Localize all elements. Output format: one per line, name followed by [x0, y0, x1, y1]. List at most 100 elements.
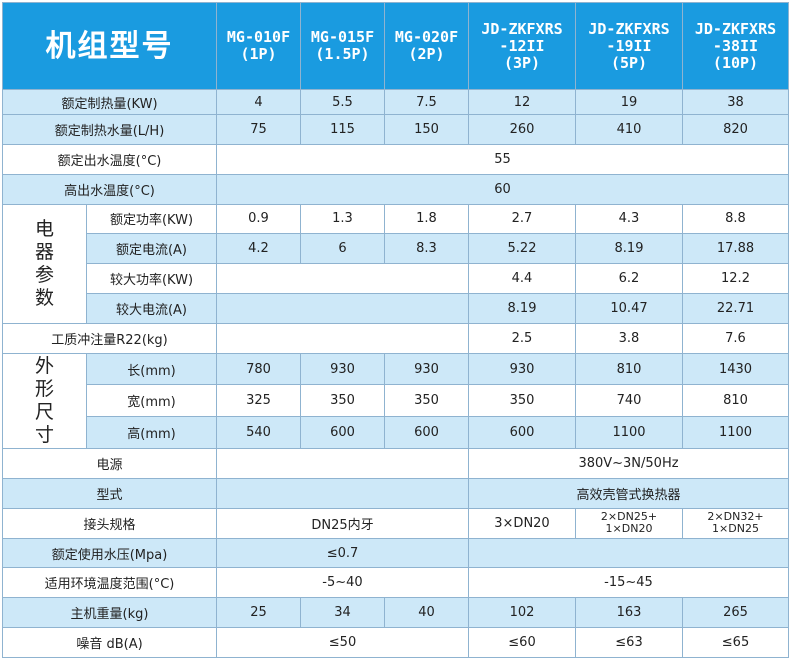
row-label: 额定制热水量(L/H)	[2, 114, 217, 145]
table-cell: 6.2	[575, 263, 683, 294]
table-cell: 1100	[682, 416, 789, 450]
table-cell: 4	[216, 89, 301, 116]
model-header: JD-ZKFXRS -19II (5P)	[575, 1, 683, 91]
row-label: 较大功率(KW)	[86, 263, 217, 294]
table-cell: 4.2	[216, 233, 301, 265]
row-label: 适用环境温度范围(°C)	[2, 567, 217, 599]
table-cell: 810	[575, 352, 683, 386]
table-cell: 1.3	[300, 203, 385, 235]
table-row: 工质冲注量R22(kg) 2.5 3.8 7.6	[2, 322, 789, 354]
table-row: 型式 高效壳管式换热器	[2, 478, 789, 509]
table-cell: 600	[468, 416, 576, 450]
table-cell: 2.7	[468, 203, 576, 235]
table-cell: 540	[216, 416, 301, 450]
table-cell: 325	[216, 384, 301, 418]
row-label: 型式	[2, 478, 217, 509]
table-row: 宽(mm) 325 350 350 350 740 810	[3, 384, 789, 418]
table-row: 适用环境温度范围(°C) -5~40 -15~45	[2, 567, 789, 599]
table-cell: 6	[300, 233, 385, 265]
table-cell: 930	[300, 352, 385, 386]
table-row: 额定制热水量(L/H) 75 115 150 260 410 820	[2, 114, 789, 145]
row-label: 额定出水温度(°C)	[2, 143, 217, 175]
table-cell: 600	[300, 416, 385, 450]
table-row: 额定电流(A) 4.2 6 8.3 5.22 8.19 17.88	[3, 233, 789, 265]
table-row: 额定出水温度(°C) 55	[2, 143, 789, 175]
table-row: 外形尺寸 长(mm) 780 930 930 930 810 1430	[2, 352, 789, 450]
row-label: 额定电流(A)	[86, 233, 217, 265]
table-cell-empty	[216, 292, 469, 324]
table-row: 较大功率(KW) 4.4 6.2 12.2	[3, 263, 789, 294]
table-cell-empty	[216, 263, 469, 294]
row-label: 高出水温度(°C)	[2, 173, 217, 205]
row-label: 宽(mm)	[86, 384, 217, 418]
table-cell: 810	[682, 384, 789, 418]
table-cell: 60	[216, 173, 789, 205]
row-label: 接头规格	[2, 507, 217, 539]
row-label: 较大电流(A)	[86, 292, 217, 324]
page-title: 机组型号	[2, 1, 217, 91]
model-header: JD-ZKFXRS -38II (10P)	[682, 1, 789, 91]
table-cell: 38	[682, 89, 789, 116]
table-cell: 22.71	[682, 292, 789, 324]
row-label: 高(mm)	[86, 416, 217, 450]
table-cell: 150	[384, 114, 469, 145]
table-cell: 350	[468, 384, 576, 418]
table-row: 额定使用水压(Mpa) ≤0.7	[2, 537, 789, 569]
table-cell: 2×DN25+ 1×DN20	[575, 507, 683, 539]
model-header: MG-010F (1P)	[216, 1, 301, 91]
header-row: 机组型号 MG-010F (1P) MG-015F (1.5P) MG-020F (2…	[2, 1, 789, 91]
table-cell: 350	[384, 384, 469, 418]
table-cell: 5.5	[300, 89, 385, 116]
table-row: 高出水温度(°C) 60	[2, 173, 789, 205]
row-label: 长(mm)	[86, 352, 217, 386]
table-row: 主机重量(kg) 25 34 40 102 163 265	[2, 597, 789, 629]
row-label: 噪音 dB(A)	[2, 627, 217, 658]
table-cell: 350	[300, 384, 385, 418]
table-cell: 7.5	[384, 89, 469, 116]
model-header: MG-015F (1.5P)	[300, 1, 385, 91]
table-cell: 930	[384, 352, 469, 386]
table-cell: 2.5	[468, 322, 576, 354]
table-cell: 25	[216, 597, 301, 629]
table-cell: 163	[575, 597, 683, 629]
table-cell: 740	[575, 384, 683, 418]
table-cell: 0.9	[216, 203, 301, 235]
table-cell: 3×DN20	[468, 507, 576, 539]
table-cell: 260	[468, 114, 576, 145]
table-cell: 8.19	[575, 233, 683, 265]
row-label: 工质冲注量R22(kg)	[2, 322, 217, 354]
table-cell: 10.47	[575, 292, 683, 324]
table-cell: 高效壳管式换热器	[468, 478, 789, 509]
table-row: 高(mm) 540 600 600 600 1100 1100	[3, 416, 789, 450]
row-label: 电源	[2, 448, 217, 479]
table-row: 电器参数 额定功率(KW) 0.9 1.3 1.8 2.7 4.3 8.8	[2, 203, 789, 324]
table-cell-empty	[468, 537, 789, 569]
row-label: 额定使用水压(Mpa)	[2, 537, 217, 569]
row-label: 主机重量(kg)	[2, 597, 217, 629]
table-cell: 380V~3N/50Hz	[468, 448, 789, 479]
table-cell: ≤63	[575, 627, 683, 658]
table-cell: 3.8	[575, 322, 683, 354]
table-cell: 780	[216, 352, 301, 386]
table-cell: 12.2	[682, 263, 789, 294]
table-cell: 8.8	[682, 203, 789, 235]
table-cell: 8.3	[384, 233, 469, 265]
table-cell: 820	[682, 114, 789, 145]
table-cell: ≤60	[468, 627, 576, 658]
table-cell: 265	[682, 597, 789, 629]
table-cell: 8.19	[468, 292, 576, 324]
group-label-electrical: 电器参数	[2, 203, 87, 324]
table-cell: 12	[468, 89, 576, 116]
table-cell: 5.22	[468, 233, 576, 265]
table-cell-empty	[216, 322, 469, 354]
table-cell: 17.88	[682, 233, 789, 265]
table-cell: 40	[384, 597, 469, 629]
table-row: 电源 380V~3N/50Hz	[2, 448, 789, 479]
row-label: 额定制热量(KW)	[2, 89, 217, 116]
table-cell: 34	[300, 597, 385, 629]
table-cell: 930	[468, 352, 576, 386]
table-cell: ≤65	[682, 627, 789, 658]
table-cell-empty	[216, 448, 469, 479]
model-header: JD-ZKFXRS -12II (3P)	[468, 1, 576, 91]
table-cell: 19	[575, 89, 683, 116]
